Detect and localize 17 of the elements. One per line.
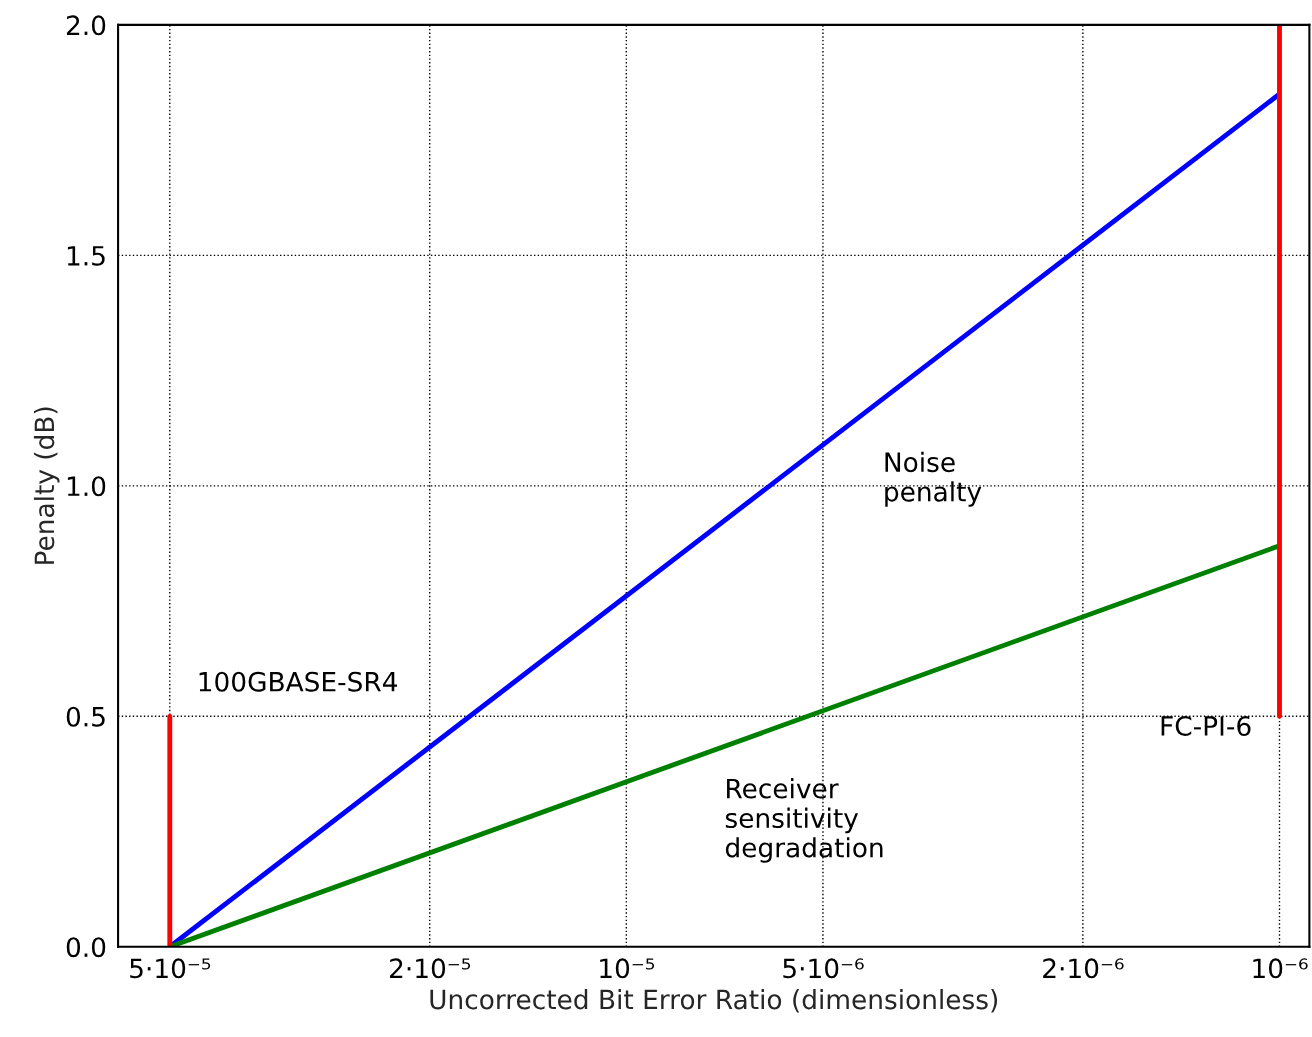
ref-line-label: 100GBASE-SR4 xyxy=(199,671,398,692)
y-tick-label: 2.0 xyxy=(66,15,106,36)
x-tick-label: 5·10⁻⁵ xyxy=(130,958,211,979)
x-tick-label: 2·10⁻⁵ xyxy=(390,958,471,979)
x-tick-label: 10⁻⁵ xyxy=(600,958,655,979)
ref-line-label: FC-PI-6 xyxy=(1161,715,1251,736)
y-axis-title: Penalty (dB) xyxy=(33,407,60,564)
annotation: Noise penalty xyxy=(885,451,982,507)
x-axis-title: Uncorrected Bit Error Ratio (dimensionless) xyxy=(430,988,998,1013)
annotation: Receiver sensitivity degradation xyxy=(725,778,883,863)
x-tick-label: 2·10⁻⁶ xyxy=(1043,958,1124,979)
y-tick-label: 0.5 xyxy=(66,706,105,727)
x-tick-label: 10⁻⁶ xyxy=(1253,958,1308,979)
y-tick-label: 0.0 xyxy=(66,937,106,958)
y-tick-label: 1.0 xyxy=(67,476,106,497)
y-tick-label: 1.5 xyxy=(67,246,105,266)
x-tick-label: 5·10⁻⁶ xyxy=(783,958,864,979)
